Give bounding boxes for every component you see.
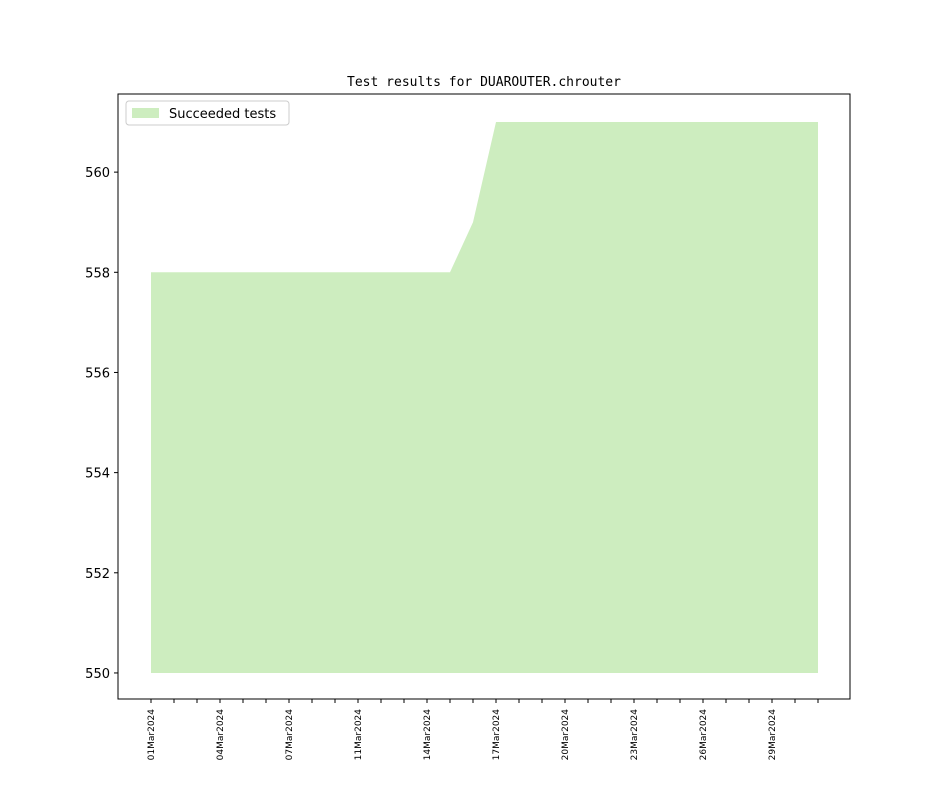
area: [151, 122, 818, 673]
x-tick-label: 14Mar2024: [423, 709, 433, 761]
legend-swatch: [132, 108, 159, 118]
y-tick-label: 552: [85, 567, 110, 582]
y-tick-label: 558: [85, 266, 110, 281]
y-tick-label: 554: [85, 467, 110, 482]
y-tick-label: 556: [85, 366, 110, 381]
legend-label: Succeeded tests: [169, 107, 276, 122]
y-tick-label: 550: [85, 667, 110, 682]
x-tick-label: 26Mar2024: [699, 709, 709, 761]
x-tick-label: 07Mar2024: [285, 709, 295, 761]
y-tick-label: 560: [85, 166, 110, 181]
x-tick-label: 23Mar2024: [630, 709, 640, 761]
plot-frame: [117, 93, 851, 700]
x-tick-label: 11Mar2024: [354, 709, 364, 761]
legend-box: [125, 100, 290, 126]
chart-title: Test results for DUAROUTER.chrouter: [347, 75, 621, 90]
x-tick-label: 20Mar2024: [561, 709, 571, 761]
x-tick-label: 04Mar2024: [216, 709, 226, 761]
x-tick-label: 01Mar2024: [147, 709, 157, 761]
x-tick-label: 17Mar2024: [492, 709, 502, 761]
x-tick-label: 29Mar2024: [768, 709, 778, 761]
